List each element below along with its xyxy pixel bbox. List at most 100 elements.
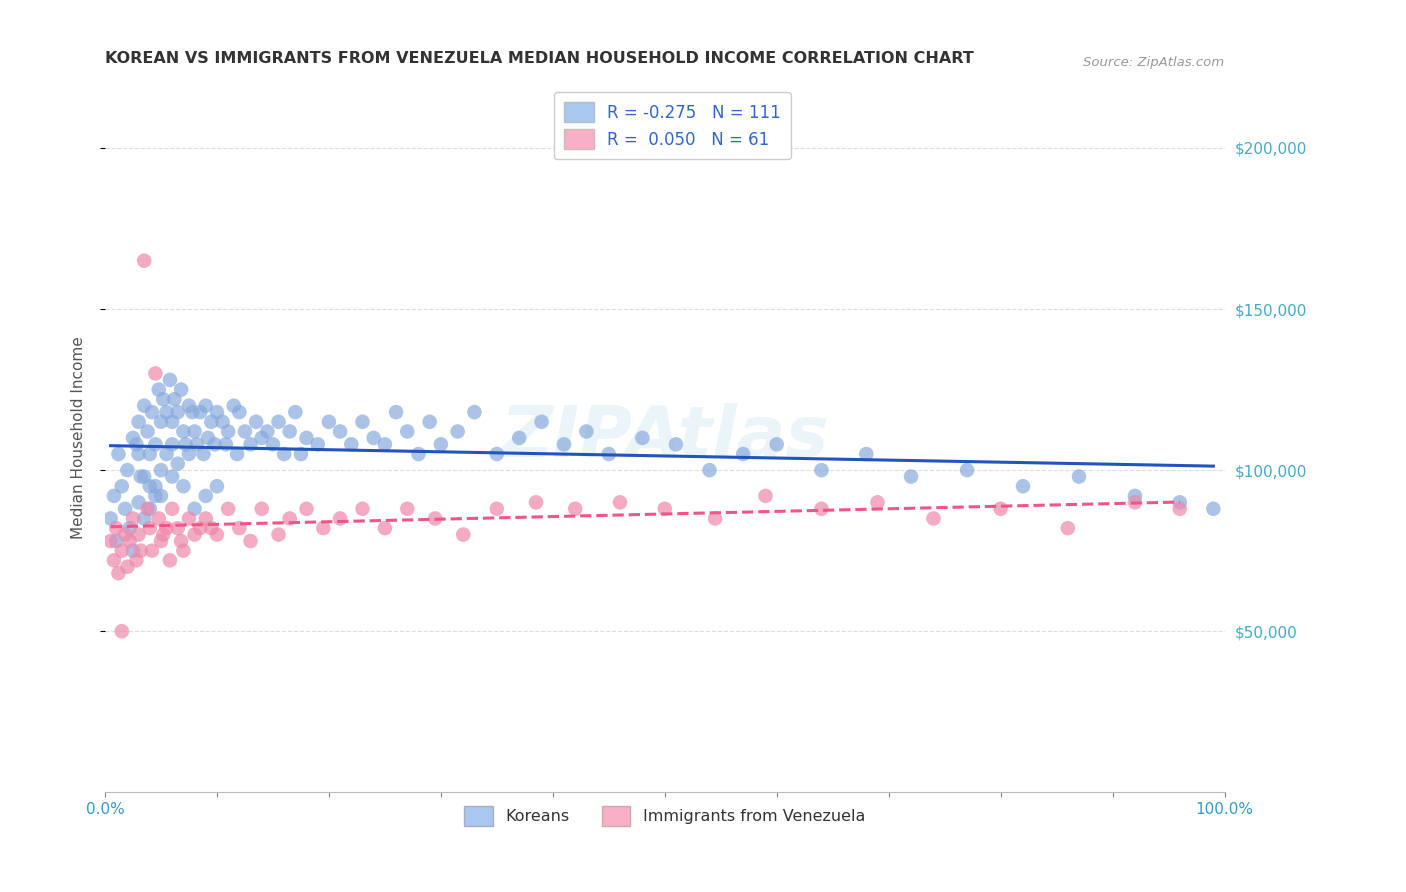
Point [810, 463, 832, 477]
Point [598, 447, 620, 461]
Point [114, 501, 136, 516]
Point [186, 437, 208, 451]
Point [463, 405, 485, 419]
Point [117, 463, 139, 477]
Point [329, 425, 352, 439]
Point [233, 425, 256, 439]
Point [122, 431, 145, 445]
Point [211, 415, 233, 429]
Point [1123, 489, 1146, 503]
Point [396, 501, 419, 516]
Point [217, 501, 239, 516]
Point [111, 624, 134, 639]
Point [152, 527, 174, 541]
Point [425, 511, 447, 525]
Point [866, 495, 889, 509]
Point [239, 534, 262, 549]
Point [125, 437, 148, 451]
Point [159, 553, 181, 567]
Point [485, 501, 508, 516]
Point [172, 425, 194, 439]
Point [128, 415, 150, 429]
Point [374, 437, 396, 451]
Point [226, 447, 249, 461]
Point [152, 392, 174, 407]
Point [733, 447, 755, 461]
Point [100, 534, 122, 549]
Point [170, 534, 193, 549]
Point [295, 501, 318, 516]
Point [145, 479, 167, 493]
Point [136, 425, 159, 439]
Point [148, 383, 170, 397]
Point [145, 437, 167, 451]
Point [250, 431, 273, 445]
Point [665, 437, 688, 451]
Point [193, 447, 215, 461]
Point [103, 553, 125, 567]
Point [575, 425, 598, 439]
Point [149, 534, 172, 549]
Point [200, 415, 222, 429]
Point [129, 469, 152, 483]
Point [215, 437, 238, 451]
Point [188, 405, 211, 419]
Point [188, 521, 211, 535]
Point [107, 566, 129, 581]
Point [118, 521, 141, 535]
Point [267, 415, 290, 429]
Point [990, 501, 1012, 516]
Point [183, 527, 205, 541]
Point [139, 521, 162, 535]
Point [318, 415, 340, 429]
Point [105, 534, 128, 549]
Point [446, 425, 468, 439]
Point [222, 399, 245, 413]
Point [239, 437, 262, 451]
Point [107, 447, 129, 461]
Text: Source: ZipAtlas.com: Source: ZipAtlas.com [1084, 56, 1225, 70]
Point [363, 431, 385, 445]
Point [855, 447, 877, 461]
Point [205, 479, 228, 493]
Point [118, 534, 141, 549]
Point [166, 457, 188, 471]
Point [374, 521, 396, 535]
Point [508, 431, 530, 445]
Point [654, 501, 676, 516]
Point [704, 511, 727, 525]
Point [419, 415, 441, 429]
Point [524, 495, 547, 509]
Point [117, 559, 139, 574]
Point [451, 527, 474, 541]
Point [205, 527, 228, 541]
Point [128, 447, 150, 461]
Point [204, 437, 226, 451]
Point [145, 367, 167, 381]
Point [408, 447, 430, 461]
Point [194, 399, 217, 413]
Point [145, 489, 167, 503]
Y-axis label: Median Household Income: Median Household Income [72, 336, 86, 540]
Point [228, 521, 250, 535]
Point [1056, 521, 1078, 535]
Point [160, 437, 183, 451]
Point [217, 425, 239, 439]
Point [128, 527, 150, 541]
Point [900, 469, 922, 483]
Point [340, 437, 363, 451]
Point [172, 479, 194, 493]
Point [1168, 501, 1191, 516]
Point [1123, 495, 1146, 509]
Point [183, 501, 205, 516]
Point [262, 437, 284, 451]
Point [172, 543, 194, 558]
Point [177, 447, 200, 461]
Point [352, 501, 374, 516]
Point [114, 527, 136, 541]
Point [754, 489, 776, 503]
Point [111, 543, 134, 558]
Point [564, 501, 586, 516]
Point [100, 511, 122, 525]
Point [278, 425, 301, 439]
